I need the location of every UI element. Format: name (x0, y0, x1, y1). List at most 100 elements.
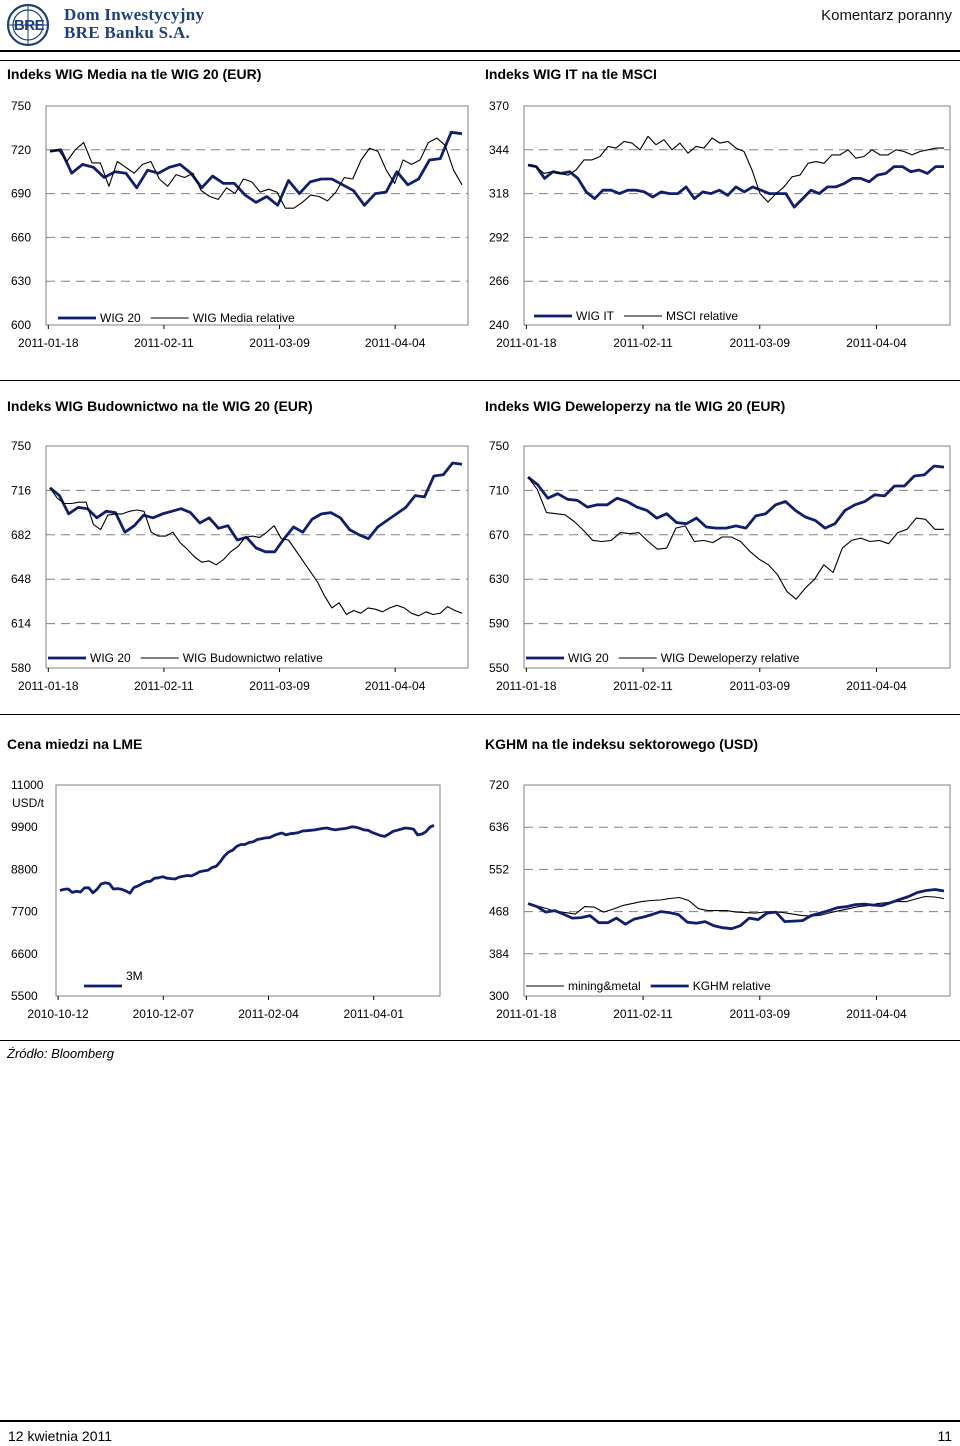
chart-copper-lme: Cena miedzi na LME 11000 9900 8800 7700 6600 5… (0, 730, 478, 1040)
x-tick-label: 2011-04-04 (365, 679, 426, 693)
page-header: BRE Dom Inwestycyjny BRE Banku S.A. Kome… (0, 0, 960, 56)
y-tick-label: 630 (11, 274, 31, 288)
legend-label: WIG 20 (90, 651, 131, 665)
legend-label: WIG 20 (100, 311, 141, 325)
series-line-2 (527, 476, 944, 600)
y-tick-label: 614 (11, 617, 31, 631)
x-tick-label: 2010-10-12 (27, 1007, 89, 1021)
bre-logo-icon: BRE (6, 3, 50, 47)
y-tick-label: 750 (11, 439, 31, 453)
y-tick-label: 8800 (11, 862, 38, 876)
x-tick-label: 2010-12-07 (133, 1007, 195, 1021)
x-tick-label: 2011-04-04 (365, 336, 426, 350)
chart-wig-budownictwo: Indeks WIG Budownictwo na tle WIG 20 (EU… (0, 392, 478, 714)
y-tick-label: 720 (11, 143, 31, 157)
plot-frame (523, 445, 951, 669)
chart-wig-deweloperzy-svg: Indeks WIG Deweloperzy na tle WIG 20 (EU… (485, 398, 951, 693)
legend-label: MSCI relative (666, 309, 738, 323)
y-tick-label: 318 (489, 187, 509, 201)
x-tick-label: 2011-02-11 (134, 336, 194, 350)
y-tick-label: 580 (11, 661, 31, 675)
x-tick-label: 2011-01-18 (18, 336, 79, 350)
chart-wig-media: Indeks WIG Media na tle WIG 20 (EUR) 750 7… (0, 60, 478, 380)
page-number: 11 (937, 1428, 952, 1444)
section-divider (0, 380, 960, 381)
chart-wig-deweloperzy: Indeks WIG Deweloperzy na tle WIG 20 (EU… (478, 392, 960, 714)
x-tick-label: 2011-02-11 (613, 1007, 673, 1021)
legend-label: WIG Budownictwo relative (183, 651, 323, 665)
x-tick-label: 2011-02-11 (613, 336, 673, 350)
y-tick-label: 292 (489, 230, 509, 244)
y-tick-label: 7700 (11, 905, 38, 919)
y-tick-label: 660 (11, 230, 31, 244)
section-divider (0, 1040, 960, 1041)
series-line-2 (49, 487, 463, 617)
y-tick-label: 716 (11, 483, 31, 497)
plot-frame (45, 105, 469, 326)
source-note: Źródło: Bloomberg (7, 1046, 114, 1061)
x-tick-label: 2011-03-09 (730, 1007, 791, 1021)
x-tick-label: 2011-04-01 (343, 1007, 404, 1021)
y-tick-label: 670 (489, 528, 509, 542)
x-tick-label: 2011-04-04 (846, 336, 907, 350)
y-unit-label: USD/t (12, 796, 45, 810)
footer-date: 12 kwietnia 2011 (8, 1428, 113, 1444)
legend-label: KGHM relative (693, 979, 771, 993)
y-tick-label: 682 (11, 528, 31, 542)
footer-divider (0, 1420, 960, 1422)
y-tick-label: 11000 (11, 778, 44, 792)
x-tick-label: 2011-02-11 (134, 679, 194, 693)
x-tick-label: 2011-01-18 (496, 679, 557, 693)
section-divider (0, 714, 960, 715)
plot-frame (523, 105, 951, 326)
y-tick-label: 344 (489, 143, 509, 157)
y-tick-label: 266 (489, 274, 509, 288)
x-tick-label: 2011-01-18 (18, 679, 79, 693)
y-tick-label: 710 (489, 483, 509, 497)
legend-label: 3M (126, 969, 143, 983)
y-tick-label: 384 (489, 947, 509, 961)
y-tick-label: 636 (489, 820, 509, 834)
x-tick-label: 2011-03-09 (249, 679, 310, 693)
y-tick-label: 552 (489, 862, 509, 876)
x-tick-label: 2011-01-18 (496, 336, 557, 350)
series-line-1 (49, 130, 463, 207)
x-tick-label: 2011-03-09 (249, 336, 310, 350)
chart-title: Cena miedzi na LME (7, 736, 142, 752)
brand-name-secondary: BRE Banku S.A. (64, 23, 191, 42)
header-divider (0, 50, 960, 52)
y-tick-label: 468 (489, 905, 509, 919)
svg-text:BRE: BRE (14, 17, 45, 34)
chart-wig-it-svg: Indeks WIG IT na tle MSCI 370 344 318 292 266… (485, 66, 951, 350)
series-line-1 (59, 824, 435, 895)
chart-kghm: KGHM na tle indeksu sektorowego (USD) 720… (478, 730, 960, 1040)
section-divider (0, 60, 960, 61)
y-tick-label: 5500 (11, 989, 38, 1003)
chart-copper-lme-svg: Cena miedzi na LME 11000 9900 8800 7700 6600 5… (7, 736, 441, 1021)
chart-title: KGHM na tle indeksu sektorowego (USD) (485, 736, 758, 752)
plot-frame (45, 445, 469, 669)
y-tick-label: 750 (11, 99, 31, 113)
series-line-1 (527, 163, 944, 209)
x-tick-label: 2011-02-04 (238, 1007, 299, 1021)
chart-kghm-svg: KGHM na tle indeksu sektorowego (USD) 720… (485, 736, 951, 1021)
chart-wig-media-svg: Indeks WIG Media na tle WIG 20 (EUR) 750 7… (7, 66, 469, 350)
legend-label: WIG 20 (568, 651, 609, 665)
x-tick-label: 2011-04-04 (846, 679, 907, 693)
brand-name: Dom Inwestycyjny (64, 5, 205, 24)
plot-frame (523, 784, 951, 997)
y-tick-label: 690 (11, 187, 31, 201)
y-tick-label: 300 (489, 989, 509, 1003)
chart-wig-it: Indeks WIG IT na tle MSCI 370 344 318 292 266… (478, 60, 960, 380)
chart-title: Indeks WIG IT na tle MSCI (485, 66, 657, 82)
legend-label: WIG Deweloperzy relative (661, 651, 800, 665)
series-line-2 (49, 137, 463, 209)
report-type: Komentarz poranny (821, 7, 952, 24)
y-tick-label: 630 (489, 572, 509, 586)
legend-label: mining&metal (568, 979, 641, 993)
x-tick-label: 2011-03-09 (730, 679, 791, 693)
y-tick-label: 648 (11, 572, 31, 586)
y-tick-label: 6600 (11, 947, 38, 961)
y-tick-label: 750 (489, 439, 509, 453)
y-tick-label: 370 (489, 99, 509, 113)
